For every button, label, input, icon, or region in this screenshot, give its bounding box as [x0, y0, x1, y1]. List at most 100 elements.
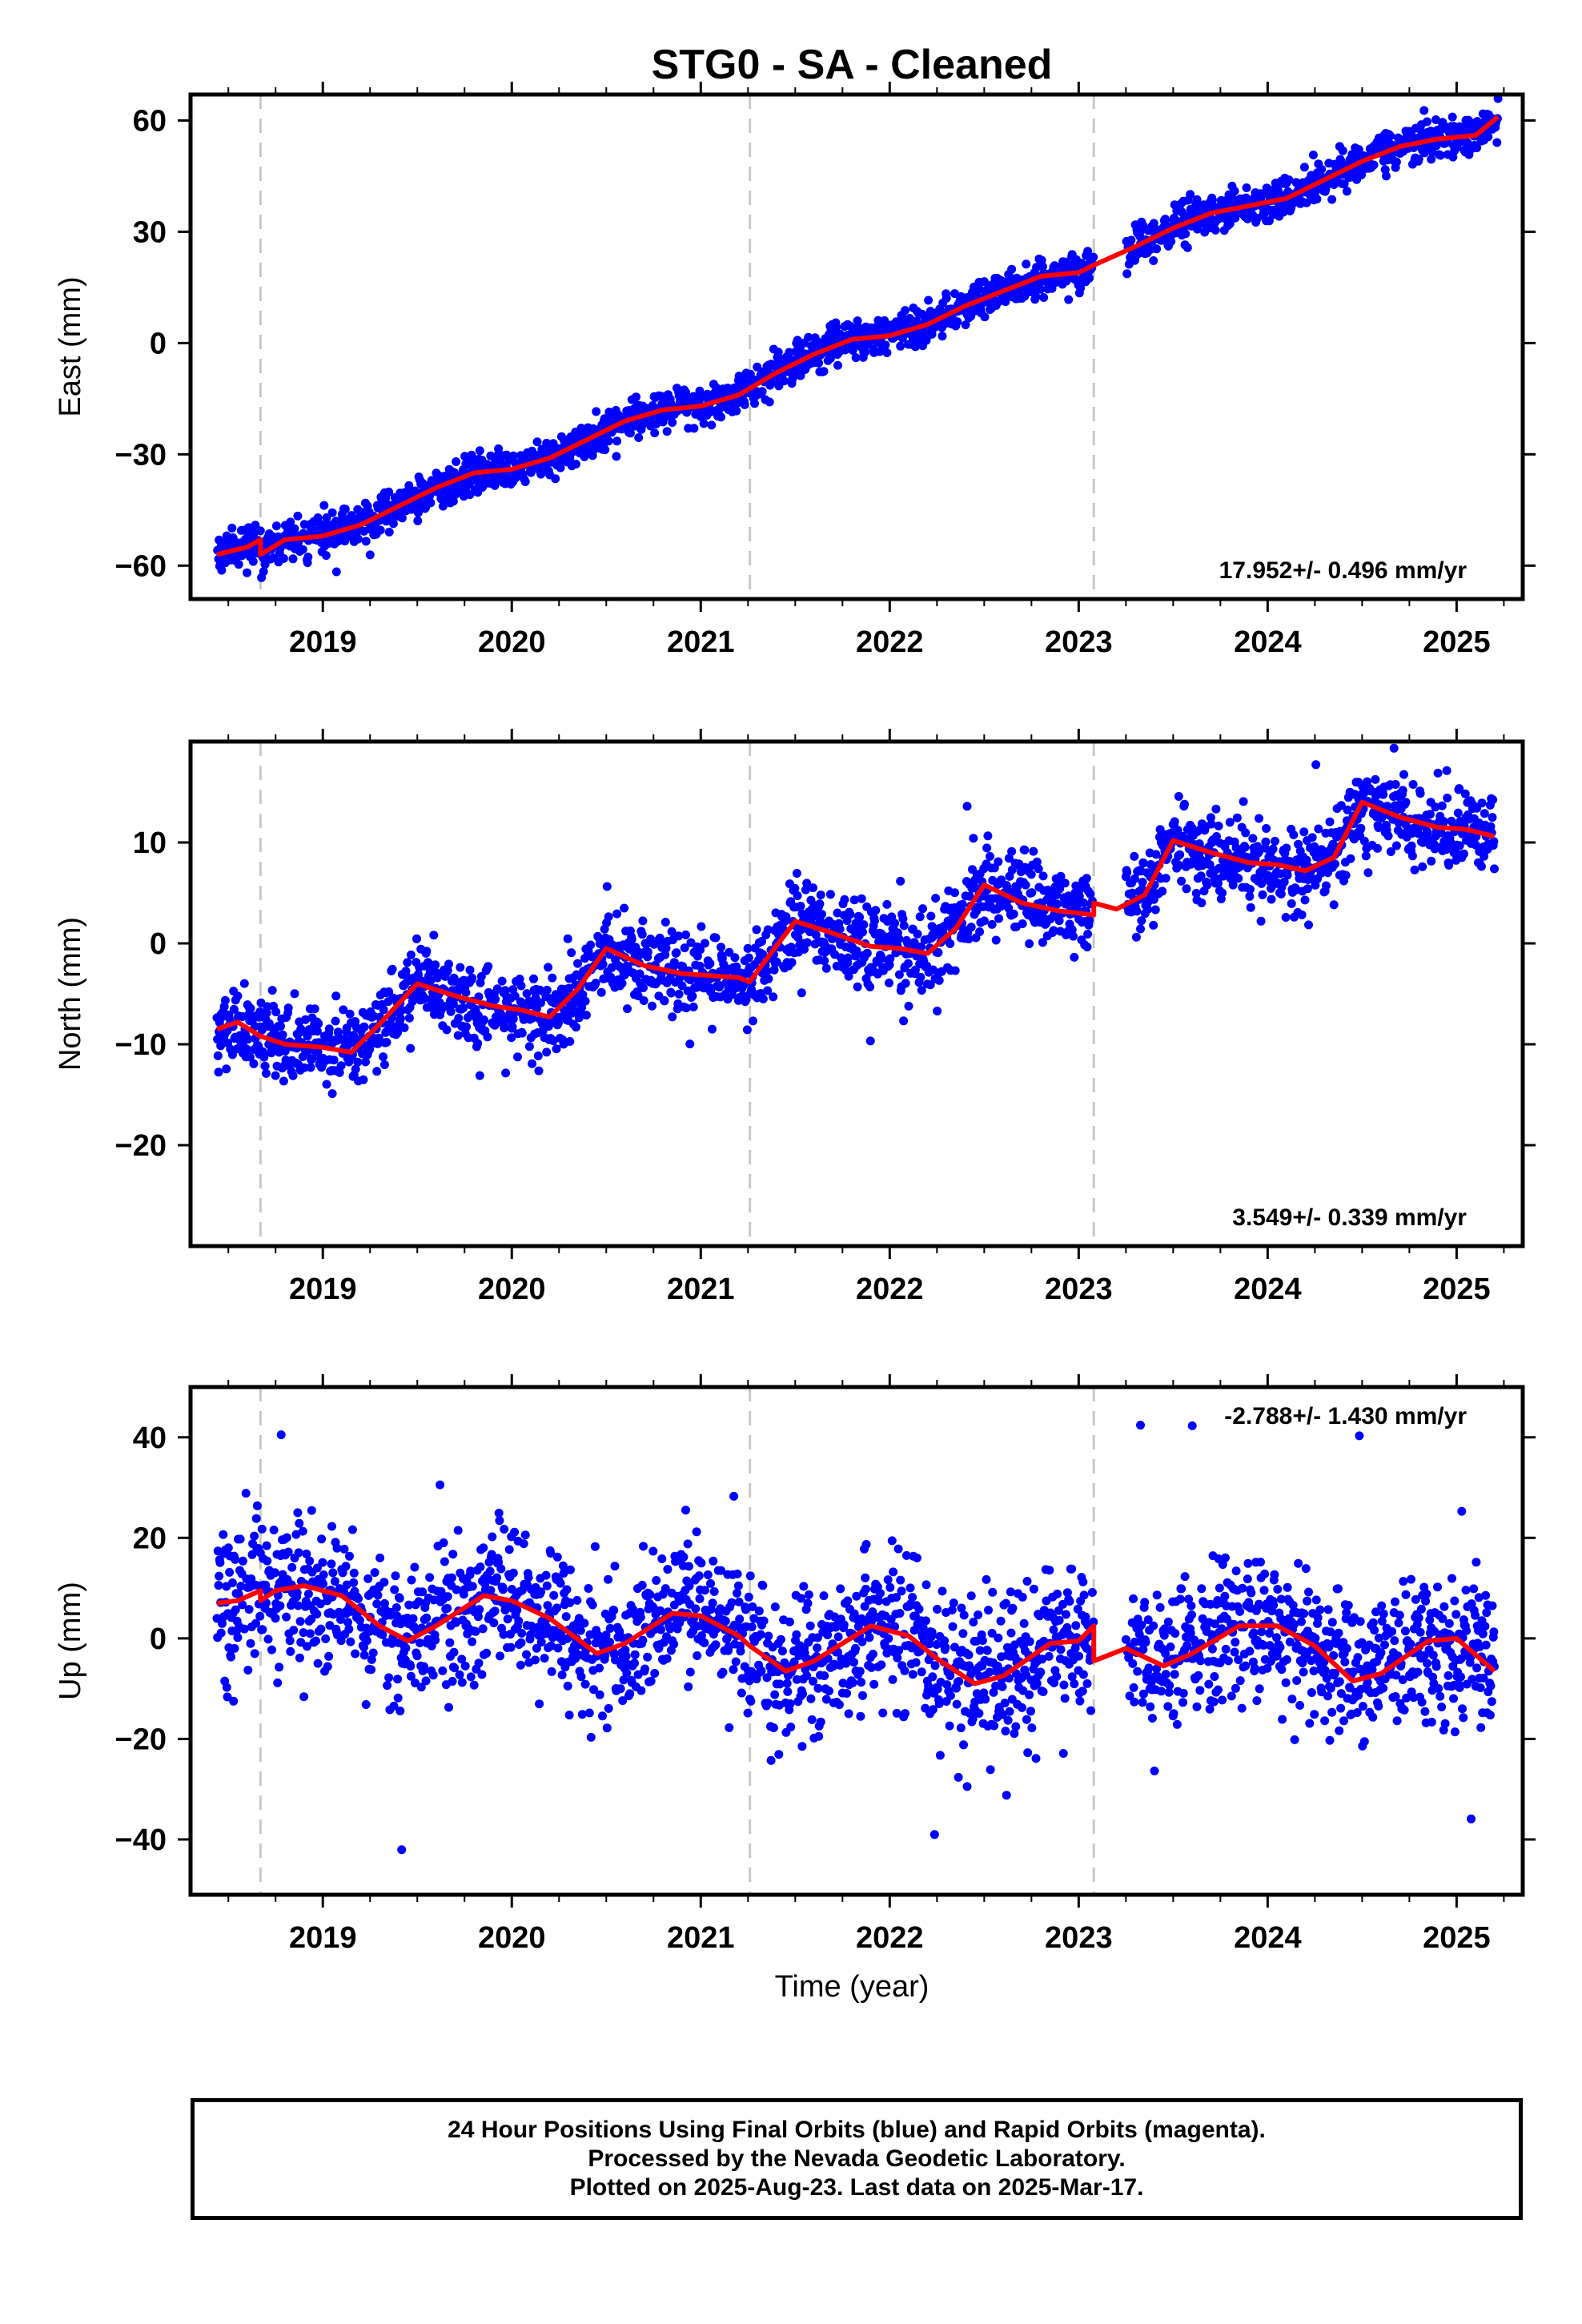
data-point [1234, 874, 1243, 883]
data-point [331, 991, 341, 1001]
data-point [344, 1624, 354, 1634]
y-tick-label: 60 [133, 104, 167, 138]
data-point [1302, 198, 1311, 207]
data-point [1336, 156, 1346, 166]
data-point [833, 908, 842, 918]
data-point [894, 934, 904, 943]
data-point [1410, 865, 1419, 875]
data-point [1218, 888, 1227, 898]
data-point [596, 987, 606, 997]
data-point [372, 1599, 382, 1609]
data-point [1211, 804, 1221, 814]
data-point [1490, 864, 1499, 874]
data-point [295, 1518, 304, 1528]
data-point [1374, 823, 1383, 832]
data-point [516, 1660, 525, 1670]
data-point [1161, 874, 1170, 883]
data-point [1260, 843, 1270, 853]
data-point [428, 1671, 438, 1680]
data-point [255, 526, 265, 536]
data-point [383, 1681, 392, 1691]
data-point [501, 1068, 511, 1078]
data-point [460, 1661, 470, 1671]
data-point [1191, 889, 1201, 898]
data-point [655, 933, 665, 943]
data-point [882, 899, 892, 909]
data-point [490, 1606, 500, 1616]
data-point [627, 935, 636, 944]
data-point [1297, 910, 1307, 919]
data-point [1419, 106, 1429, 115]
data-point [1127, 888, 1137, 898]
data-point [1230, 187, 1239, 196]
data-point [400, 1023, 409, 1032]
data-point [1182, 243, 1192, 252]
x-tick-label: 2020 [478, 1273, 546, 1306]
data-point [750, 399, 759, 408]
data-point [814, 358, 824, 368]
x-tick-label: 2024 [1234, 1273, 1302, 1306]
data-point [741, 995, 751, 1004]
data-point [342, 1580, 351, 1590]
data-point [244, 523, 253, 533]
data-point [563, 934, 572, 943]
data-point [565, 1037, 575, 1046]
data-point [1418, 862, 1427, 871]
data-point [312, 1610, 322, 1618]
data-point [763, 925, 773, 935]
fit-line-east [216, 115, 1500, 557]
data-point [672, 948, 681, 958]
data-point [674, 931, 683, 941]
data-point [1383, 802, 1392, 811]
data-point [793, 336, 802, 345]
data-point [446, 1007, 456, 1016]
data-point [580, 996, 590, 1006]
data-point [378, 1630, 387, 1639]
data-point [950, 888, 959, 898]
data-point [1086, 889, 1095, 899]
data-point [524, 1573, 533, 1582]
data-point [426, 976, 436, 986]
data-point [1329, 900, 1339, 910]
data-point [950, 966, 960, 975]
data-point [953, 317, 962, 327]
x-tick-label: 2021 [667, 625, 735, 659]
data-point [515, 975, 524, 983]
data-point [1484, 132, 1493, 142]
data-point [1314, 824, 1323, 834]
data-point [234, 1590, 243, 1599]
data-point [1136, 924, 1145, 934]
data-point [1056, 871, 1066, 881]
data-point [815, 899, 825, 909]
y-tick-label: 30 [133, 215, 167, 249]
data-point [225, 1567, 235, 1577]
data-point [295, 1617, 305, 1626]
data-point [498, 1585, 508, 1594]
data-point [520, 1530, 530, 1540]
data-point [1399, 770, 1408, 779]
data-point [1131, 932, 1141, 942]
data-point [885, 954, 895, 963]
data-point [1311, 760, 1321, 770]
data-point [1195, 854, 1205, 863]
data-point [1152, 244, 1162, 254]
data-point [927, 922, 937, 931]
data-point [852, 946, 861, 955]
data-point [1303, 884, 1312, 894]
data-point [890, 919, 900, 928]
data-point [429, 931, 439, 940]
data-point [336, 1614, 345, 1624]
data-point [1045, 887, 1054, 897]
data-point [1074, 891, 1084, 901]
data-point [293, 511, 303, 521]
data-point [725, 947, 734, 957]
data-point [732, 406, 741, 416]
data-point [820, 956, 829, 966]
data-point [1149, 920, 1158, 930]
data-point [592, 407, 601, 416]
data-point [520, 477, 530, 486]
data-point [213, 1051, 223, 1060]
data-point [370, 1568, 379, 1578]
data-point [1083, 247, 1093, 256]
data-point [387, 964, 397, 974]
